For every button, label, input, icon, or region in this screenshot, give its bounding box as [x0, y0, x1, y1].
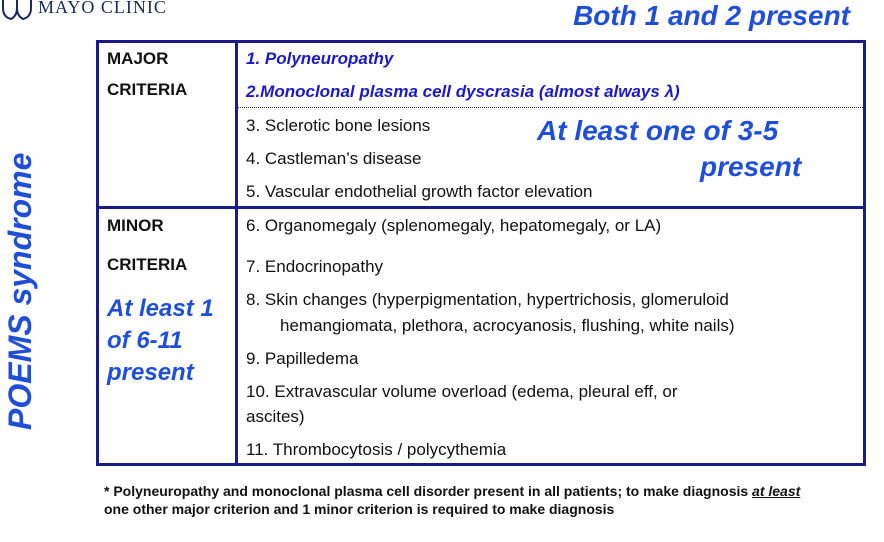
dotted-divider	[238, 107, 863, 108]
mayo-shield-icon	[1, 0, 32, 20]
criteria-table: MAJOR CRITERIA 1. Polyneuropathy 2.Monoc…	[96, 40, 866, 466]
minor-note: At least 1 of 6-11 present	[107, 295, 214, 386]
major-item-3: 3. Sclerotic bone lesions	[246, 116, 431, 135]
minor-header-line1: MINOR	[107, 216, 164, 235]
minor-item-11: 11. Thrombocytosis / polycythemia	[246, 440, 507, 459]
minor-item-6: 6. Organomegaly (splenomegaly, hepatomeg…	[246, 216, 662, 235]
minor-header-line2: CRITERIA	[107, 255, 188, 274]
mayo-clinic-logo: MAYO CLINIC	[0, 0, 167, 22]
logo-text: MAYO CLINIC	[38, 0, 167, 17]
major-note-line2: present	[700, 151, 802, 182]
footnote: * Polyneuropathy and monoclonal plasma c…	[104, 482, 824, 518]
side-title: POEMS syndrome	[2, 152, 38, 430]
column-divider	[235, 43, 238, 463]
footnote-part2: one other major criterion and 1 minor cr…	[104, 501, 615, 517]
major-header-line2: CRITERIA	[107, 80, 188, 99]
major-note-line1: At least one of 3-5	[537, 115, 779, 146]
top-note: Both 1 and 2 present	[573, 0, 850, 31]
major-header-line1: MAJOR	[107, 49, 169, 68]
minor-item-8: 8. Skin changes (hyperpigmentation, hype…	[246, 290, 729, 309]
major-item-5: 5. Vascular endothelial growth factor el…	[246, 182, 593, 201]
major-item-2: 2.Monoclonal plasma cell dyscrasia (almo…	[246, 82, 680, 101]
minor-item-10-cont: ascites)	[246, 407, 305, 426]
minor-item-7: 7. Endocrinopathy	[246, 257, 384, 276]
row-divider	[99, 206, 863, 209]
footnote-part1: * Polyneuropathy and monoclonal plasma c…	[104, 483, 753, 499]
major-item-1: 1. Polyneuropathy	[246, 49, 394, 68]
minor-item-10: 10. Extravascular volume overload (edema…	[246, 382, 678, 401]
footnote-emphasis: at least	[752, 483, 801, 499]
minor-item-8-cont: hemangiomata, plethora, acrocyanosis, fl…	[280, 316, 735, 335]
minor-item-9: 9. Papilledema	[246, 349, 359, 368]
major-item-4: 4. Castleman’s disease	[246, 149, 422, 168]
